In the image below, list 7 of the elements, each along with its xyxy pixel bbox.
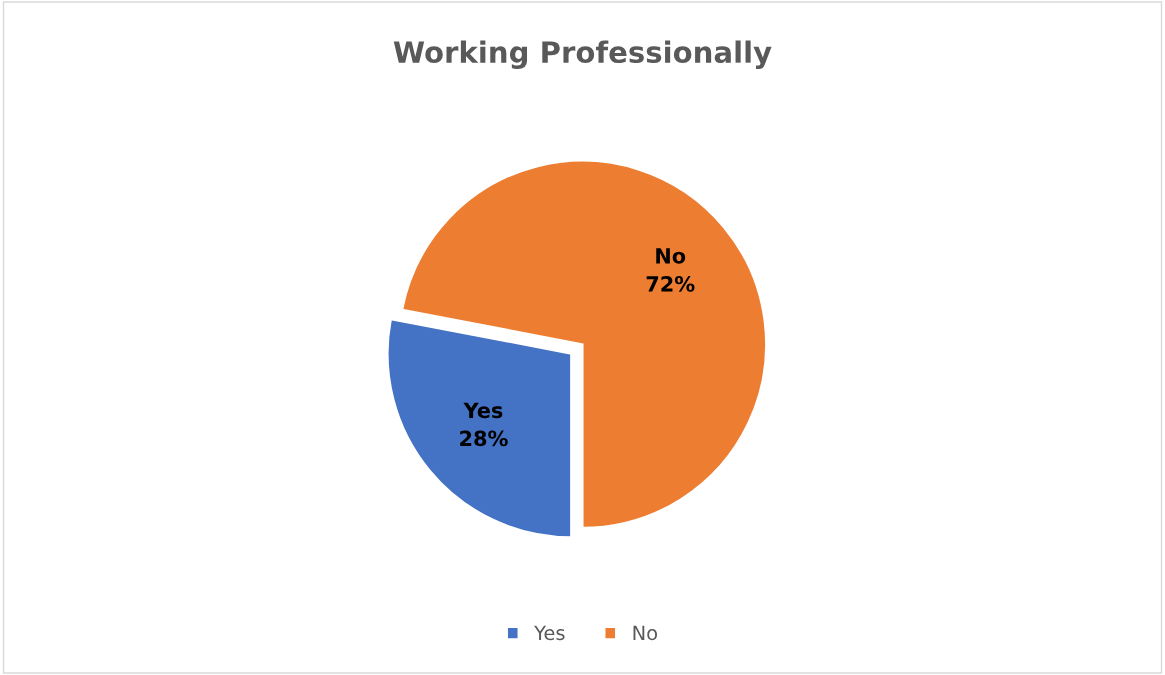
legend-label: No xyxy=(633,625,658,641)
slice-label: No xyxy=(656,248,686,264)
legend-label: Yes xyxy=(534,625,565,641)
chart-title: Working Professionally xyxy=(393,40,772,69)
slice-label: Yes xyxy=(463,402,503,419)
data-label: 28% xyxy=(460,430,508,447)
data-label: 72% xyxy=(646,276,695,292)
